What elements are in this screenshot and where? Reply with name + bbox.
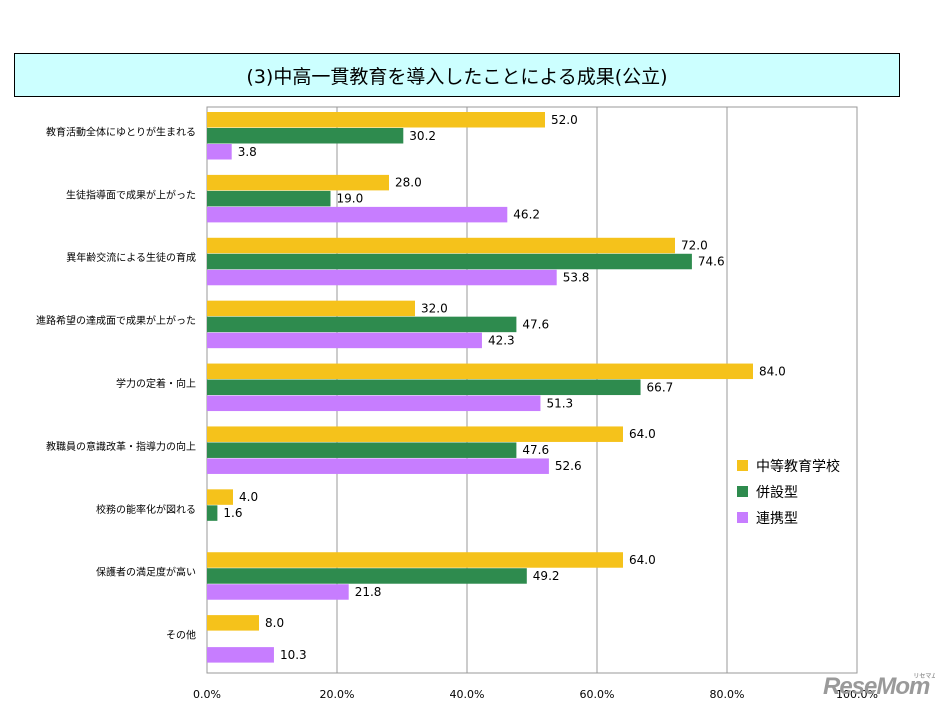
category-label: 教育活動全体にゆとりが生まれる (46, 125, 196, 138)
bar (207, 237, 675, 254)
bar (207, 269, 557, 286)
category-label: 教職員の意識改革・指導力の向上 (46, 440, 196, 453)
data-label: 32.0 (421, 301, 448, 315)
data-label: 4.0 (239, 490, 258, 504)
bar (207, 552, 623, 568)
bar (207, 174, 389, 191)
bar (207, 489, 233, 505)
data-label: 19.0 (337, 192, 364, 206)
x-tick-label: 0.0% (193, 688, 221, 701)
bar (207, 128, 404, 144)
category-label: 学力の定着・向上 (116, 377, 196, 390)
data-label: 49.2 (533, 569, 560, 583)
data-label: 42.3 (488, 333, 515, 347)
bar (207, 300, 415, 317)
x-tick-label: 100.0% (836, 688, 878, 701)
legend-swatch (737, 460, 748, 471)
data-label: 1.6 (223, 506, 242, 520)
chart-title: (3)中高一貫教育を導入したことによる成果(公立) (14, 53, 900, 97)
data-label: 51.3 (546, 396, 573, 410)
resemom-logo: ReseMom リセマム (823, 673, 935, 700)
legend-label: 中等教育学校 (756, 458, 840, 475)
bar (207, 363, 753, 380)
bar (207, 144, 232, 160)
data-label: 30.2 (409, 129, 436, 143)
data-label: 64.0 (629, 427, 656, 441)
category-label: 進路希望の達成面で成果が上がった (36, 314, 196, 327)
bar (207, 505, 218, 521)
legend-swatch (737, 512, 748, 523)
data-label: 46.2 (513, 208, 540, 222)
data-label: 52.0 (551, 113, 578, 127)
data-label: 28.0 (395, 176, 422, 190)
bar (207, 442, 517, 458)
bar (207, 647, 274, 663)
bar (207, 395, 541, 412)
legend-label: 連携型 (756, 511, 798, 527)
data-label: 64.0 (629, 553, 656, 567)
data-label: 3.8 (238, 145, 257, 159)
data-label: 21.8 (355, 585, 382, 599)
bar (207, 426, 623, 442)
x-tick-label: 40.0% (450, 688, 485, 701)
bar (207, 379, 641, 396)
bar (207, 316, 517, 333)
category-label: 校務の能率化が図れる (96, 503, 196, 516)
x-tick-label: 60.0% (580, 688, 615, 701)
data-label: 52.6 (555, 459, 582, 473)
bar (207, 190, 331, 207)
data-label: 47.6 (522, 317, 549, 331)
data-label: 84.0 (759, 364, 786, 378)
data-label: 10.3 (280, 648, 307, 662)
bar (207, 568, 527, 584)
category-label: 異年齢交流による生徒の育成 (66, 251, 196, 264)
bar (207, 615, 259, 631)
data-label: 72.0 (681, 239, 708, 253)
bar (207, 112, 545, 128)
category-label: 保護者の満足度が高い (96, 566, 196, 579)
data-label: 66.7 (647, 380, 674, 394)
x-tick-label: 20.0% (320, 688, 355, 701)
legend-label: 併設型 (756, 485, 798, 501)
legend-swatch (737, 486, 748, 497)
data-label: 74.6 (698, 255, 725, 269)
bar (207, 253, 692, 270)
data-label: 53.8 (563, 271, 590, 285)
data-label: 8.0 (265, 616, 284, 630)
bar (207, 332, 482, 349)
data-label: 47.6 (522, 443, 549, 457)
x-tick-label: 80.0% (710, 688, 745, 701)
bar (207, 584, 349, 600)
bar (207, 206, 508, 223)
category-label: その他 (166, 629, 196, 642)
category-label: 生徒指導面で成果が上がった (66, 188, 196, 201)
bar (207, 458, 549, 474)
